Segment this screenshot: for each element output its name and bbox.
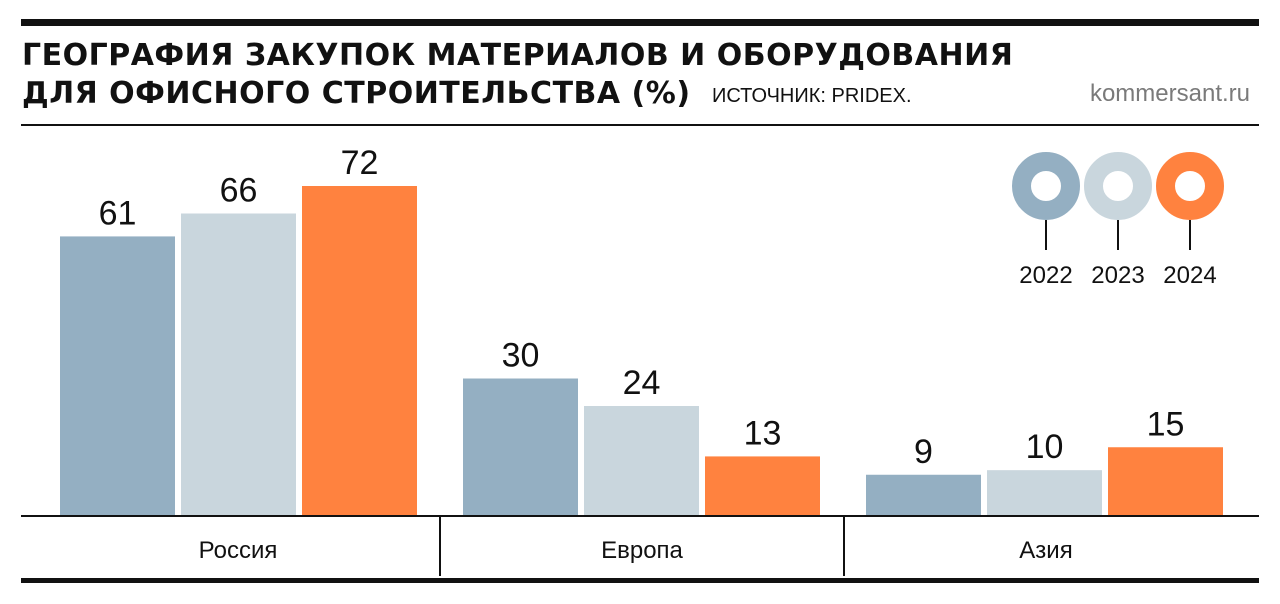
bar-азия-2023 (987, 470, 1102, 516)
bar-россия-2024 (302, 186, 417, 516)
legend-label-2022: 2022 (1019, 262, 1072, 289)
data-label-россия-2022: 61 (99, 194, 137, 232)
legend-ring-2024 (1156, 152, 1224, 220)
bar-европа-2023 (584, 406, 699, 516)
bar-европа-2022 (463, 378, 578, 516)
category-label-russia: Россия (198, 537, 278, 564)
legend-label-2023: 2023 (1091, 262, 1144, 289)
chart-title-line-2: ДЛЯ ОФИСНОГО СТРОИТЕЛЬСТВА (%) (22, 76, 691, 111)
bar-россия-2023 (181, 213, 296, 516)
legend-ring-2023 (1084, 152, 1152, 220)
bar-европа-2024 (705, 456, 820, 516)
bar-азия-2024 (1108, 447, 1223, 516)
data-label-россия-2024: 72 (341, 144, 379, 182)
bar-азия-2022 (866, 474, 981, 516)
site-name: kommersant.ru (1089, 80, 1250, 107)
category-label-europe: Европа (601, 537, 683, 564)
source-note: ИСТОЧНИК: PRIDEX. (712, 85, 912, 107)
data-label-европа-2022: 30 (502, 337, 540, 375)
bar-россия-2022 (60, 236, 175, 516)
data-label-азия-2023: 10 (1026, 428, 1064, 466)
data-label-азия-2022: 9 (914, 433, 933, 471)
data-label-россия-2023: 66 (220, 172, 258, 210)
chart-title-line-1: ГЕОГРАФИЯ ЗАКУПОК МАТЕРИАЛОВ И ОБОРУДОВА… (22, 38, 1014, 73)
top-rule (21, 19, 1259, 26)
category-label-asia: Азия (1019, 537, 1073, 564)
header-rule (21, 124, 1259, 126)
data-label-азия-2024: 15 (1147, 405, 1185, 443)
legend-ring-2022 (1012, 152, 1080, 220)
data-label-европа-2024: 13 (744, 414, 782, 452)
legend-label-2024: 2024 (1163, 262, 1216, 289)
data-label-европа-2023: 24 (623, 364, 661, 402)
bottom-rule (21, 578, 1259, 583)
